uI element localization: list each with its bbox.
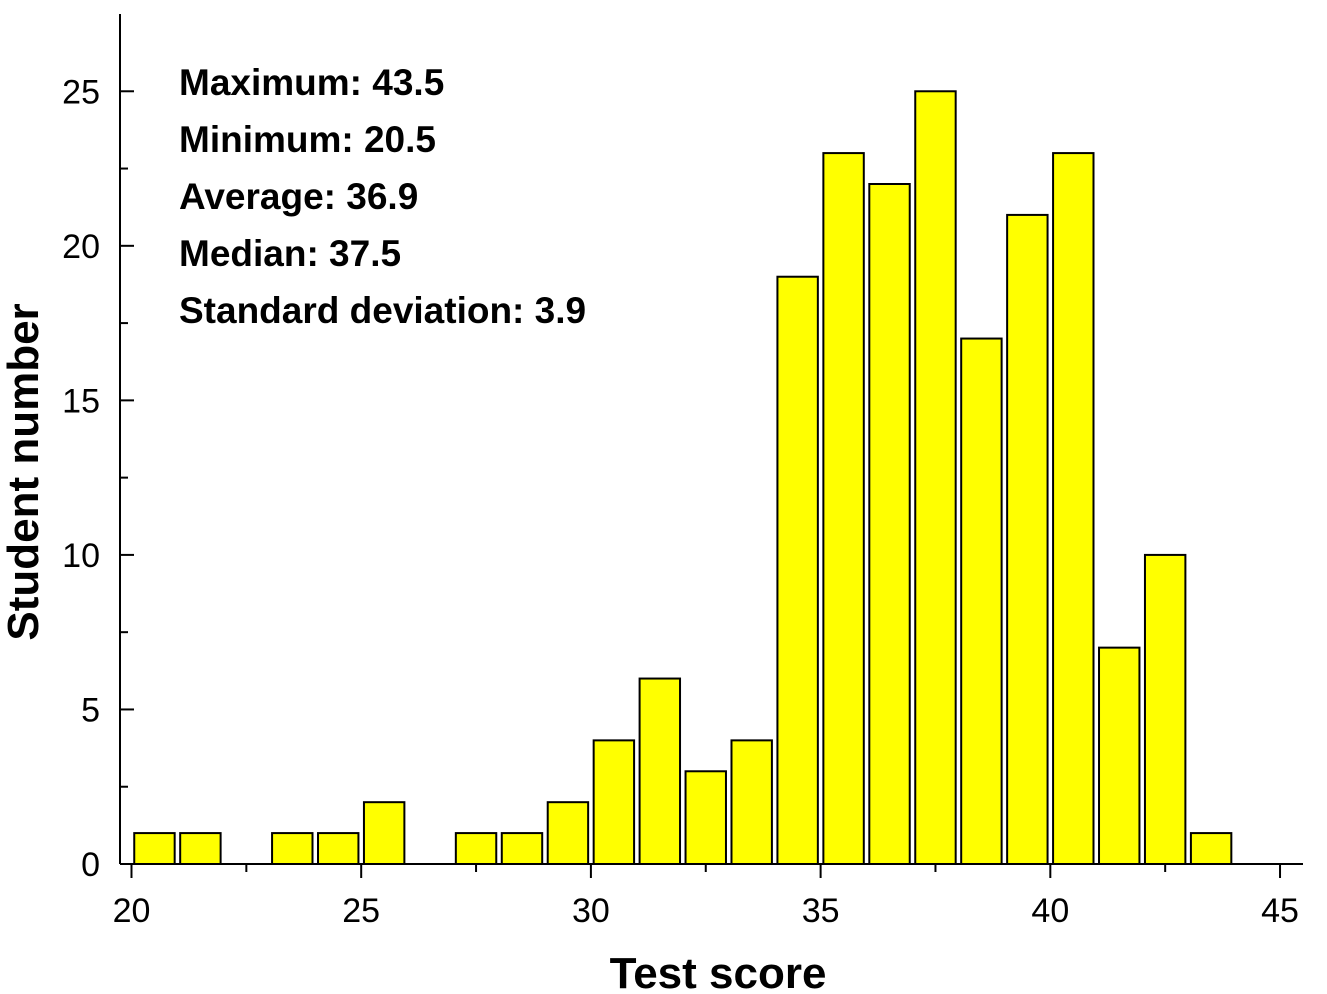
x-tick-label: 25	[342, 892, 380, 930]
y-tick-label: 5	[81, 691, 100, 729]
x-tick-label: 35	[802, 892, 840, 930]
x-tick-label: 40	[1031, 892, 1069, 930]
stat-line: Minimum: 20.5	[179, 119, 436, 160]
bar	[179, 832, 222, 865]
bars-group	[133, 90, 1233, 866]
x-tick-label: 45	[1261, 892, 1299, 930]
stat-line: Average: 36.9	[179, 176, 418, 217]
y-tick-label: 25	[62, 73, 100, 111]
stat-line: Standard deviation: 3.9	[179, 290, 586, 331]
x-tick-label: 20	[113, 892, 151, 930]
bar	[317, 832, 360, 865]
y-tick-label: 15	[62, 382, 100, 420]
y-tick-label: 10	[62, 537, 100, 575]
bar	[454, 832, 498, 865]
bar	[133, 832, 176, 865]
bar	[1189, 832, 1233, 865]
y-tick-label: 20	[62, 228, 100, 266]
bar	[362, 801, 406, 866]
bar	[914, 90, 957, 866]
bar	[271, 832, 314, 865]
bar	[822, 152, 865, 866]
x-tick-label: 30	[572, 892, 610, 930]
bar	[960, 337, 1003, 865]
bar	[1143, 553, 1187, 866]
axes-group	[119, 14, 1303, 865]
bar	[1006, 213, 1049, 865]
bar	[546, 801, 590, 866]
bar	[684, 770, 727, 865]
bar	[500, 832, 544, 865]
bar	[776, 275, 819, 865]
bar	[730, 739, 773, 866]
bar	[638, 677, 682, 866]
stats-box: Maximum: 43.5 Minimum: 20.5 Average: 36.9 M…	[179, 62, 586, 331]
bar	[1098, 646, 1141, 865]
bar	[1052, 152, 1095, 866]
ticks-group: 0 5 10 15 20 25 20 25 30 35 40 45	[62, 73, 1299, 930]
y-axis-title: Student number	[0, 303, 48, 640]
bar	[868, 183, 911, 865]
bar	[592, 739, 636, 866]
stat-line: Maximum: 43.5	[179, 62, 444, 103]
x-axis-title: Test score	[610, 949, 827, 994]
stat-line: Median: 37.5	[179, 233, 401, 274]
y-tick-label: 0	[81, 846, 100, 884]
